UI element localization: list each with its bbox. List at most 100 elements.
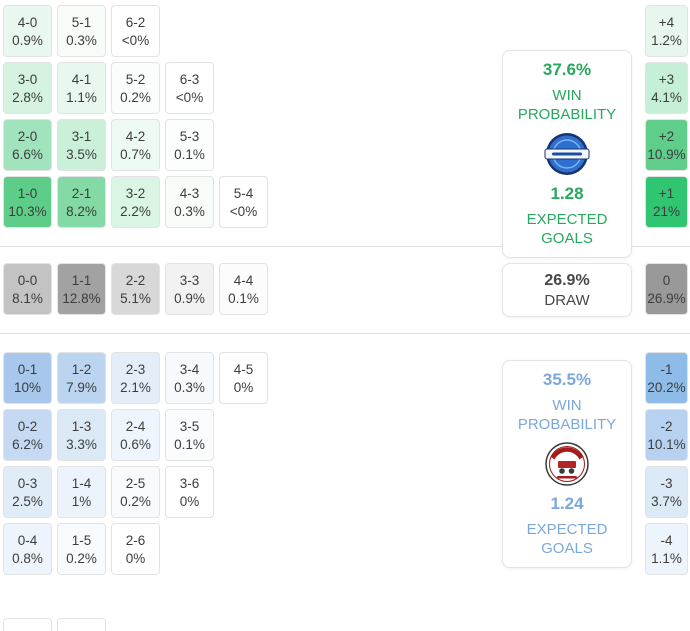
- goal-diff-label: +4: [658, 14, 675, 30]
- score-label: 6-2: [125, 14, 146, 30]
- score-label: 3-0: [17, 71, 38, 87]
- score-cell: 1-4 1%: [57, 466, 106, 518]
- score-label: 1-5: [71, 532, 92, 548]
- score-label: 1-0: [17, 185, 38, 201]
- away-win-card: 35.5% WIN PROBABILITY 1.24 EXPECTED GOAL…: [502, 360, 632, 568]
- probability-label: 26.9%: [647, 290, 686, 306]
- away-team-logo: [543, 440, 591, 488]
- probability-label: 1.1%: [651, 550, 682, 566]
- goal-diff-label: 0: [662, 272, 671, 288]
- probability-label: <0%: [229, 203, 258, 219]
- goal-diff-cell: -1 20.2%: [645, 352, 688, 404]
- probability-label: 10.3%: [8, 203, 47, 219]
- goal-diff-cell: -4 1.1%: [645, 523, 688, 575]
- probability-label: 1.1%: [66, 89, 97, 105]
- score-label: 4-4: [233, 272, 254, 288]
- score-cell: 3-5 0.1%: [165, 409, 214, 461]
- score-cell: 4-2 0.7%: [111, 119, 160, 171]
- score-cell: 2-4 0.6%: [111, 409, 160, 461]
- probability-label: 2.1%: [120, 379, 151, 395]
- probability-label: 0.9%: [174, 290, 205, 306]
- score-label: 5-3: [179, 128, 200, 144]
- probability-label: 0.1%: [174, 436, 205, 452]
- score-cell: 5-3 0.1%: [165, 119, 214, 171]
- score-label: 0-2: [17, 418, 38, 434]
- score-label: 1-2: [71, 361, 92, 377]
- probability-label: 10%: [13, 379, 42, 395]
- probability-label: 12.8%: [62, 290, 101, 306]
- score-label: 0-0: [17, 272, 38, 288]
- score-label: 4-5: [233, 361, 254, 377]
- score-label: 2-5: [125, 475, 146, 491]
- probability-label: 2.8%: [12, 89, 43, 105]
- score-cell: 1-1 12.8%: [57, 263, 106, 315]
- away-expected-goals-value: 1.24: [550, 494, 584, 513]
- score-cell: 5-2 0.2%: [111, 62, 160, 114]
- goal-diff-label: -2: [660, 418, 673, 434]
- score-cell: 2-5 0.2%: [111, 466, 160, 518]
- score-label: 5-4: [233, 185, 254, 201]
- score-cell: 0-4 0.8%: [3, 523, 52, 575]
- probability-label: 20.2%: [647, 379, 686, 395]
- score-label: 3-4: [179, 361, 200, 377]
- goal-diff-label: +3: [658, 71, 675, 87]
- score-label: 0-1: [17, 361, 38, 377]
- goal-diff-cell: -2 10.1%: [645, 409, 688, 461]
- probability-label: 0.1%: [174, 146, 205, 162]
- probability-label: 0.3%: [174, 379, 205, 395]
- probability-label: 0%: [179, 493, 200, 509]
- probability-label: 6.6%: [12, 146, 43, 162]
- probability-label: 0.7%: [120, 146, 151, 162]
- goal-diff-cell: +4 1.2%: [645, 5, 688, 57]
- score-label: 1-1: [71, 272, 92, 288]
- score-cell: 0-0 8.1%: [3, 263, 52, 315]
- score-cell: 3-2 2.2%: [111, 176, 160, 228]
- home-win-card: 37.6% WIN PROBABILITY 1.28 EXPECTED GOAL…: [502, 50, 632, 258]
- score-cell: 2-1 8.2%: [57, 176, 106, 228]
- score-cell: 2-2 5.1%: [111, 263, 160, 315]
- draw-card: 26.9% DRAW: [502, 263, 632, 317]
- score-label: 4-0: [17, 14, 38, 30]
- score-cell: 6-2 <0%: [111, 5, 160, 57]
- goal-diff-cell: -3 3.7%: [645, 466, 688, 518]
- score-label: 3-5: [179, 418, 200, 434]
- score-cell: 4-3 0.3%: [165, 176, 214, 228]
- probability-label: 1.2%: [651, 32, 682, 48]
- probability-label: 0%: [125, 550, 146, 566]
- probability-label: 3.3%: [66, 436, 97, 452]
- probability-label: 1%: [71, 493, 92, 509]
- score-label: 2-3: [125, 361, 146, 377]
- score-label: 0-3: [17, 475, 38, 491]
- score-cell: 1-5 0.2%: [57, 523, 106, 575]
- probability-label: 0.2%: [66, 550, 97, 566]
- goal-diff-label: +2: [658, 128, 675, 144]
- score-cell: 4-5 0%: [219, 352, 268, 404]
- probability-label: <0%: [175, 89, 204, 105]
- home-team-logo: [543, 130, 591, 178]
- score-label: 5-2: [125, 71, 146, 87]
- home-expected-goals-value: 1.28: [550, 184, 584, 203]
- score-label: 2-1: [71, 185, 92, 201]
- score-cell: 0-3 2.5%: [3, 466, 52, 518]
- score-label: 5-1: [71, 14, 92, 30]
- probability-label: 7.9%: [66, 379, 97, 395]
- score-label: 2-4: [125, 418, 146, 434]
- score-label: 4-1: [71, 71, 92, 87]
- score-cell: 3-6 0%: [165, 466, 214, 518]
- score-cell: 6-3 <0%: [165, 62, 214, 114]
- score-cell: 4-4 0.1%: [219, 263, 268, 315]
- probability-label: 8.1%: [12, 290, 43, 306]
- score-cell: 2-0 6.6%: [3, 119, 52, 171]
- probability-label: 0.9%: [12, 32, 43, 48]
- score-cell: 3-4 0.3%: [165, 352, 214, 404]
- score-cell: 2-3 2.1%: [111, 352, 160, 404]
- probability-label: 6.2%: [12, 436, 43, 452]
- goal-diff-cell: +3 4.1%: [645, 62, 688, 114]
- away-eg-label-line1: EXPECTED: [526, 521, 608, 538]
- score-cell: 2-6 0%: [111, 523, 160, 575]
- score-cell: 5-1 0.3%: [57, 5, 106, 57]
- score-label: 2-0: [17, 128, 38, 144]
- away-win-label-line2: PROBABILITY: [517, 416, 617, 433]
- score-cell: 0-5: [3, 618, 52, 631]
